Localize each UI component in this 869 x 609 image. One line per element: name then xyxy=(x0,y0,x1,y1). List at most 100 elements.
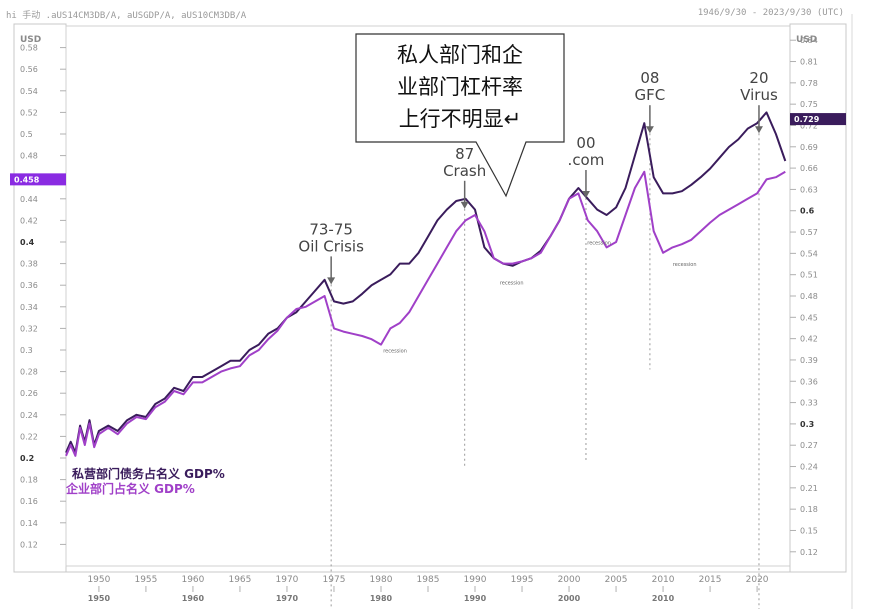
right-tick-label: 0.51 xyxy=(800,271,818,280)
left-tick-label: 0.24 xyxy=(20,411,38,420)
event-label-top: 08 xyxy=(640,69,659,87)
callout-box xyxy=(355,33,565,198)
right-value-marker-label: 0.729 xyxy=(794,115,820,124)
x-tick-label: 1965 xyxy=(228,575,251,585)
x-decade-label: 1960 xyxy=(182,594,205,603)
left-axis-unit: USD xyxy=(20,35,41,45)
series-line-private-debt xyxy=(65,111,787,454)
right-tick-label: 0.63 xyxy=(800,185,818,194)
x-tick-label: 1950 xyxy=(87,575,110,585)
right-tick-label: 0.21 xyxy=(800,484,818,493)
series-codes: hi 手动 .aUS14CM3DB/A, aUSGDP/A, aUS10CM3D… xyxy=(6,11,247,21)
left-tick-label: 0.2 xyxy=(20,454,34,463)
x-tick-label: 2020 xyxy=(746,575,769,585)
recession-mark: recession xyxy=(587,241,611,247)
x-decade-label: 2010 xyxy=(652,594,675,603)
series-line-corporate-debt xyxy=(65,170,786,457)
chart-header: hi 手动 .aUS14CM3DB/A, aUSGDP/A, aUS10CM3D… xyxy=(6,8,844,22)
right-tick-label: 0.48 xyxy=(800,292,818,301)
right-tick-label: 0.18 xyxy=(800,505,818,514)
x-decade-label: 1950 xyxy=(88,594,111,603)
left-tick-label: 0.44 xyxy=(20,195,38,204)
left-tick-label: 0.56 xyxy=(20,65,38,74)
x-tick-label: 1960 xyxy=(181,575,204,585)
recession-mark: recession xyxy=(673,262,697,268)
x-tick-label: 1980 xyxy=(370,575,393,585)
right-tick-label: 0.75 xyxy=(800,100,818,109)
left-tick-label: 0.4 xyxy=(20,238,35,247)
right-tick-label: 0.81 xyxy=(800,58,818,67)
right-tick-label: 0.6 xyxy=(800,207,815,216)
right-axis-unit: USD xyxy=(796,35,817,45)
callout-text-line: 上行不明显↵ xyxy=(399,107,522,131)
event-label-bottom: GFC xyxy=(635,86,666,104)
event-label-top: 20 xyxy=(749,69,768,87)
x-decade-label: 1990 xyxy=(464,594,487,603)
event-label-bottom: .com xyxy=(568,151,605,169)
event-arrow-head xyxy=(327,277,336,285)
x-decade-label: 1970 xyxy=(276,594,299,603)
right-tick-label: 0.42 xyxy=(800,335,818,344)
x-tick-label: 1985 xyxy=(417,575,440,585)
right-tick-label: 0.24 xyxy=(800,463,818,472)
x-tick-label: 1990 xyxy=(464,575,487,585)
left-tick-label: 0.32 xyxy=(20,324,38,333)
left-value-marker xyxy=(10,173,66,186)
event-arrow-head xyxy=(754,126,763,134)
left-value-marker-label: 0.458 xyxy=(14,175,40,184)
right-tick-label: 0.69 xyxy=(800,143,818,152)
legend-entry-private-debt: 私营部门债务占名义 GDP% xyxy=(71,466,225,481)
x-tick-label: 2005 xyxy=(605,575,628,585)
callout-text-line: 私人部门和企 xyxy=(397,43,523,67)
right-tick-label: 0.45 xyxy=(800,313,818,322)
left-tick-label: 0.34 xyxy=(20,303,38,312)
event-label-bottom: Oil Crisis xyxy=(298,237,364,255)
right-tick-label: 0.54 xyxy=(800,249,818,258)
event-label-top: 00 xyxy=(576,134,595,152)
callout-text-line: 业部门杠杆率 xyxy=(397,75,523,99)
left-tick-label: 0.58 xyxy=(20,44,38,53)
left-tick-label: 0.22 xyxy=(20,432,38,441)
right-tick-label: 0.33 xyxy=(800,399,818,408)
right-tick-label: 0.84 xyxy=(800,36,818,45)
right-tick-label: 0.3 xyxy=(800,420,814,429)
x-tick-label: 1995 xyxy=(511,575,534,585)
x-tick-label: 2000 xyxy=(558,575,581,585)
recession-mark: recession xyxy=(383,349,407,355)
left-tick-label: 0.54 xyxy=(20,87,38,96)
event-label-top: 87 xyxy=(455,145,474,163)
left-tick-label: 0.18 xyxy=(20,476,38,485)
right-tick-label: 0.39 xyxy=(800,356,818,365)
left-tick-label: 0.16 xyxy=(20,497,38,506)
right-axis-panel xyxy=(789,23,847,573)
left-tick-label: 0.26 xyxy=(20,389,38,398)
event-arrow-head xyxy=(581,191,590,198)
x-tick-label: 2010 xyxy=(652,575,675,585)
right-tick-label: 0.36 xyxy=(800,377,818,386)
event-label-top: 73-75 xyxy=(309,220,353,238)
left-tick-label: 0.28 xyxy=(20,368,38,377)
legend-entry-corporate-debt: 企业部门占名义 GDP% xyxy=(65,481,195,496)
right-tick-label: 0.57 xyxy=(800,228,818,237)
event-label-bottom: Virus xyxy=(740,86,778,104)
left-tick-label: 0.42 xyxy=(20,216,38,225)
left-tick-label: 0.12 xyxy=(20,540,38,549)
left-tick-label: 0.3 xyxy=(20,346,33,355)
date-range: 1946/9/30 - 2023/9/30 (UTC) xyxy=(697,8,844,18)
right-tick-label: 0.27 xyxy=(800,441,818,450)
left-tick-label: 0.38 xyxy=(20,260,38,269)
left-axis-panel xyxy=(13,23,67,573)
event-arrow-head xyxy=(645,126,654,134)
right-tick-label: 0.12 xyxy=(800,548,818,557)
x-tick-label: 1955 xyxy=(134,575,157,585)
x-tick-label: 2015 xyxy=(699,575,722,585)
right-tick-label: 0.78 xyxy=(800,79,818,88)
right-value-marker xyxy=(790,113,846,126)
right-tick-label: 0.66 xyxy=(800,164,818,173)
left-tick-label: 0.52 xyxy=(20,108,38,117)
right-tick-label: 0.72 xyxy=(800,121,818,130)
event-label-bottom: Crash xyxy=(443,162,486,180)
recession-mark: recession xyxy=(500,281,524,287)
